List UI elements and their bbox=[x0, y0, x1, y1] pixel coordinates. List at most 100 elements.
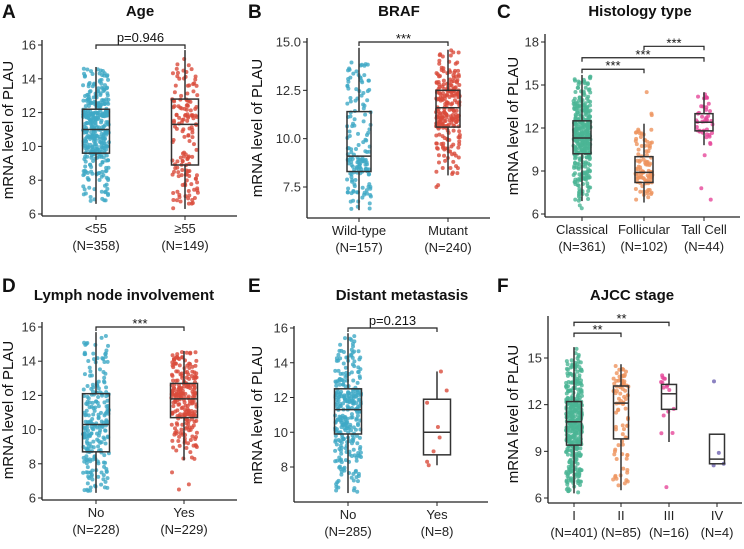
data-point bbox=[186, 63, 191, 68]
data-point bbox=[82, 71, 87, 76]
data-point bbox=[336, 438, 341, 443]
panel-a: A Age mRNA level of PLAU 6 8 10 12 14 16 <55 (N=35… bbox=[0, 2, 237, 253]
box bbox=[333, 388, 363, 435]
data-point bbox=[350, 415, 355, 420]
data-point bbox=[190, 113, 195, 118]
data-point bbox=[180, 405, 185, 410]
data-point bbox=[85, 145, 90, 150]
data-point bbox=[91, 158, 96, 163]
data-point bbox=[351, 401, 356, 406]
data-point bbox=[351, 378, 356, 383]
data-point bbox=[352, 364, 357, 369]
data-point bbox=[450, 170, 455, 175]
data-point bbox=[625, 453, 630, 458]
data-point bbox=[87, 457, 92, 462]
data-point bbox=[343, 446, 348, 451]
data-point bbox=[193, 113, 198, 118]
data-point bbox=[575, 131, 580, 136]
data-point bbox=[102, 453, 107, 458]
data-point bbox=[175, 189, 180, 194]
data-point bbox=[351, 425, 356, 430]
data-point bbox=[573, 180, 578, 185]
data-point bbox=[699, 104, 704, 109]
y-tick-label: 12.5 bbox=[276, 83, 301, 98]
data-point bbox=[339, 472, 344, 477]
data-point bbox=[103, 351, 108, 356]
data-point bbox=[347, 157, 352, 162]
data-point bbox=[100, 425, 105, 430]
data-point bbox=[343, 336, 348, 341]
data-point bbox=[187, 83, 192, 88]
x-tick-label: Yes bbox=[173, 505, 195, 520]
data-point bbox=[188, 350, 193, 355]
y-tick-label: 6 bbox=[532, 207, 539, 222]
data-point bbox=[360, 185, 365, 190]
data-point bbox=[351, 344, 356, 349]
data-point bbox=[700, 114, 705, 119]
data-point bbox=[185, 114, 190, 119]
data-point bbox=[349, 347, 354, 352]
data-point bbox=[86, 488, 91, 493]
data-point bbox=[170, 353, 175, 358]
data-point bbox=[706, 113, 711, 118]
data-point bbox=[588, 114, 593, 119]
data-point bbox=[437, 82, 442, 87]
data-point bbox=[351, 478, 356, 483]
data-point bbox=[88, 89, 93, 94]
data-point bbox=[365, 98, 370, 103]
data-point bbox=[661, 413, 666, 418]
data-point bbox=[585, 81, 590, 86]
data-point bbox=[102, 380, 107, 385]
data-point bbox=[577, 95, 582, 100]
y-tick-label: 15 bbox=[525, 78, 539, 93]
box bbox=[170, 98, 200, 166]
data-point bbox=[90, 145, 95, 150]
data-point bbox=[451, 128, 456, 133]
data-point bbox=[175, 74, 180, 79]
data-point bbox=[574, 447, 579, 452]
data-point bbox=[338, 356, 343, 361]
y-tick-label: 15 bbox=[528, 351, 542, 366]
y-tick-label: 12 bbox=[22, 105, 36, 120]
data-point bbox=[354, 87, 359, 92]
data-point bbox=[644, 160, 649, 165]
data-point bbox=[178, 199, 183, 204]
data-point bbox=[186, 482, 191, 487]
data-point bbox=[645, 191, 650, 196]
data-point bbox=[716, 450, 721, 455]
x-tick-n-label: (N=16) bbox=[649, 525, 689, 540]
data-point bbox=[341, 466, 346, 471]
y-tick-label: 18 bbox=[525, 35, 539, 50]
data-point bbox=[576, 381, 581, 386]
data-point bbox=[456, 145, 461, 150]
y-tick-label: 8 bbox=[281, 460, 288, 475]
data-point bbox=[708, 141, 713, 146]
data-point bbox=[346, 77, 351, 82]
data-point bbox=[349, 370, 354, 375]
data-point bbox=[649, 127, 654, 132]
data-point bbox=[85, 170, 90, 175]
data-point bbox=[186, 201, 191, 206]
data-point bbox=[99, 113, 104, 118]
panel-title: AJCC stage bbox=[590, 287, 674, 304]
data-point bbox=[349, 206, 354, 211]
data-point bbox=[368, 192, 373, 197]
x-tick-label: Classical bbox=[556, 222, 608, 237]
data-point bbox=[437, 132, 442, 137]
data-point bbox=[174, 198, 179, 203]
data-point bbox=[455, 60, 460, 65]
data-point bbox=[346, 186, 351, 191]
data-point bbox=[621, 427, 626, 432]
data-point bbox=[188, 438, 193, 443]
data-point bbox=[644, 90, 649, 95]
data-point bbox=[99, 335, 104, 340]
data-point bbox=[334, 358, 339, 363]
data-point bbox=[356, 474, 361, 479]
data-point bbox=[702, 153, 707, 158]
data-point bbox=[620, 442, 625, 447]
data-point bbox=[90, 400, 95, 405]
data-point bbox=[339, 394, 344, 399]
data-point bbox=[183, 412, 188, 417]
data-point bbox=[579, 369, 584, 374]
data-point bbox=[171, 445, 176, 450]
